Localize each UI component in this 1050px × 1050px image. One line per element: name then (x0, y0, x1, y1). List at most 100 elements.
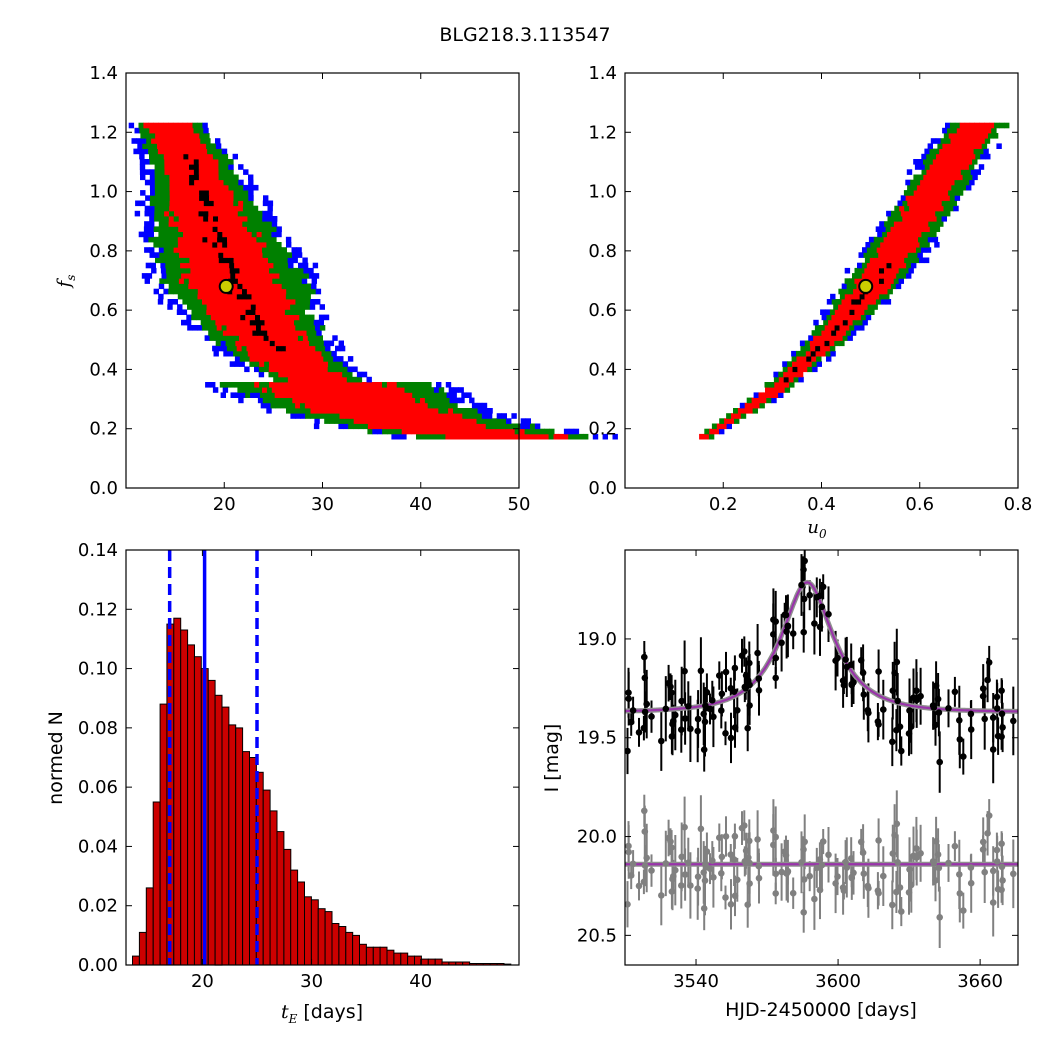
data-point (894, 697, 901, 705)
heatmap-cell (287, 257, 293, 264)
residual-point (770, 841, 777, 849)
heatmap-cell (844, 278, 850, 284)
heatmap-cell (424, 387, 430, 393)
heatmap-cell (193, 153, 199, 160)
heatmap-cell (255, 304, 262, 310)
heatmap-cell (272, 257, 279, 264)
heatmap-cell (393, 402, 399, 409)
heatmap-cell (839, 309, 846, 315)
data-point (981, 715, 988, 723)
heatmap-cell (252, 221, 258, 227)
heatmap-cell (401, 382, 407, 388)
heatmap-cell (271, 226, 277, 232)
heatmap-cell (844, 267, 851, 274)
data-point (936, 758, 943, 766)
heatmap-cell (258, 371, 265, 378)
heatmap-cell (787, 361, 793, 367)
heatmap-cell (923, 159, 929, 165)
heatmap-cell (259, 361, 265, 367)
data-point (703, 689, 711, 696)
heatmap-cell (253, 257, 259, 264)
heatmap-cell (266, 247, 273, 253)
heatmap-cell (276, 293, 282, 300)
data-point (687, 725, 694, 733)
heatmap-cell (963, 148, 970, 155)
heatmap-cell (237, 283, 243, 290)
histogram-bar (207, 679, 216, 966)
heatmap-cell (925, 195, 931, 201)
heatmap-cell (382, 428, 388, 435)
heatmap-cell (861, 299, 867, 305)
heatmap-cell (231, 236, 238, 243)
heatmap-cell (954, 195, 961, 201)
data-point (999, 724, 1006, 731)
heatmap-cell (247, 330, 253, 336)
heatmap-cell (168, 153, 175, 160)
heatmap-cell (991, 127, 997, 134)
heatmap-cell (235, 319, 241, 326)
heatmap-cell (972, 174, 978, 181)
heatmap-cell (242, 205, 249, 212)
heatmap-cell (808, 335, 814, 341)
heatmap-cell (247, 247, 253, 253)
heatmap-cell (845, 330, 852, 336)
heatmap-cell (153, 236, 159, 243)
heatmap-cell (951, 127, 958, 134)
heatmap-cell (806, 361, 813, 367)
heatmap-cell (223, 350, 229, 357)
heatmap-cell (901, 273, 907, 279)
heatmap-cell (271, 288, 277, 295)
heatmap-cell (261, 236, 267, 243)
heatmap-cell (185, 319, 192, 326)
heatmap-cell (176, 309, 183, 315)
y-tick-label: 20.5 (577, 925, 617, 946)
heatmap-cell (479, 433, 486, 440)
heatmap-cell (369, 408, 375, 414)
heatmap-cell (352, 382, 358, 388)
heatmap-cell (208, 330, 214, 336)
heatmap-cell (362, 382, 368, 388)
heatmap-cell (139, 159, 146, 165)
heatmap-cell (223, 205, 229, 212)
data-point (842, 656, 849, 663)
heatmap-cell (300, 299, 306, 305)
heatmap-cell (351, 397, 357, 404)
heatmap-cell (279, 356, 285, 362)
heatmap-cell (857, 262, 863, 269)
heatmap-cell (842, 335, 848, 341)
heatmap-cell (334, 413, 340, 419)
data-point (930, 704, 938, 711)
heatmap-cell (242, 226, 248, 232)
heatmap-cell (837, 319, 844, 326)
heatmap-cell (271, 231, 277, 238)
heatmap-cell (149, 205, 155, 212)
heatmap-cell (315, 345, 321, 352)
x-tick-label: 50 (508, 494, 531, 515)
heatmap-cell (205, 314, 212, 321)
heatmap-cell (172, 236, 179, 243)
heatmap-cell (237, 247, 243, 253)
heatmap-cell (199, 257, 205, 264)
heatmap-cell (274, 340, 281, 347)
heatmap-cell (213, 278, 219, 284)
heatmap-cell (184, 195, 190, 201)
heatmap-cell (143, 122, 149, 129)
heatmap-cell (168, 236, 174, 243)
heatmap-cell (950, 153, 957, 160)
heatmap-cell (143, 226, 150, 232)
heatmap-cell (929, 148, 935, 155)
heatmap-cell (239, 356, 246, 362)
heatmap-cell (213, 179, 220, 186)
heatmap-cell (932, 236, 939, 243)
heatmap-cell (958, 133, 964, 139)
heatmap-cell (188, 288, 194, 295)
heatmap-cell (233, 179, 239, 186)
heatmap-cell (283, 371, 289, 378)
heatmap-cell (286, 242, 292, 248)
heatmap-cell (199, 179, 205, 186)
heatmap-cell (446, 423, 452, 430)
data-point (860, 691, 868, 698)
heatmap-cell (188, 210, 195, 217)
residual-point (722, 833, 730, 840)
residual-point (967, 864, 975, 871)
